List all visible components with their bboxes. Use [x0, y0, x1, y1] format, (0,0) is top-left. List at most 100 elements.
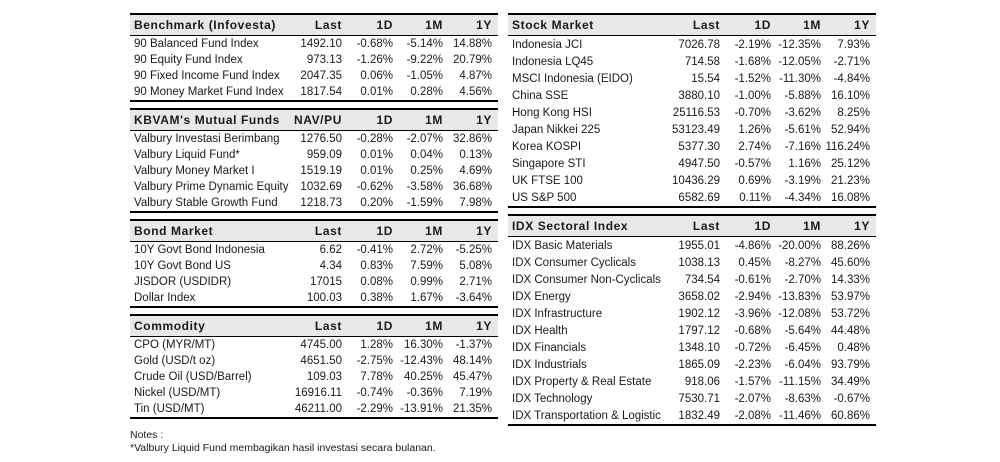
value-cell: 8.25% — [837, 106, 870, 119]
table-row: Valbury Stable Growth Fund 1218.73 0.20% -1… — [130, 195, 498, 212]
value-cell: 973.13 — [306, 54, 342, 66]
value-cell: 1348.10 — [678, 341, 720, 354]
value-cell: -0.68% — [734, 324, 771, 337]
value-cell: -2.08% — [734, 409, 771, 422]
value-cell: -1.05% — [406, 70, 443, 82]
value-cell: -12.35% — [778, 38, 821, 51]
value-cell: 17015 — [310, 276, 342, 288]
table-row: Hong Kong HSI 25116.53 -0.70% -3.62% 8.25% — [508, 104, 876, 121]
value-cell: 0.04% — [410, 149, 443, 161]
row-label: Valbury Money Market I — [134, 165, 255, 177]
row-label: Gold (USD/t oz) — [134, 355, 216, 367]
table-row: 10Y Govt Bond Indonesia 6.62 -0.41% 2.72% -5… — [130, 242, 498, 259]
value-cell: -7.16% — [784, 140, 821, 153]
value-cell: -4.84% — [833, 72, 870, 85]
row-label: Singapore STI — [512, 157, 586, 170]
value-cell: 3658.02 — [678, 290, 720, 303]
table-row: Valbury Investasi Berimbang 1276.50 -0.28%… — [130, 131, 498, 148]
table-row: CPO (MYR/MT) 4745.00 1.28% 16.30% -1.37% — [130, 337, 498, 354]
table-row: Dollar Index 100.03 0.38% 1.67% -3.64% — [130, 290, 498, 307]
column-header-1d: 1D — [342, 220, 393, 242]
value-cell: 15.54 — [691, 72, 720, 85]
value-cell: 116.24% — [825, 140, 870, 153]
value-cell: 1519.19 — [300, 165, 342, 177]
value-cell: 1902.12 — [678, 307, 720, 320]
value-cell: 40.25% — [403, 371, 443, 383]
value-cell: -3.19% — [784, 174, 821, 187]
value-cell: -0.74% — [356, 387, 393, 399]
value-cell: -2.70% — [784, 273, 821, 286]
value-cell: -2.71% — [833, 55, 870, 68]
value-cell: 0.99% — [410, 276, 443, 288]
value-cell: 25.12% — [830, 157, 870, 170]
table-header-row: KBVAM's Mutual Funds NAV/PU 1D 1M 1Y — [130, 109, 498, 131]
value-cell: 20.79% — [452, 54, 492, 66]
value-cell: 1.16% — [788, 157, 821, 170]
table-row: Crude Oil (USD/Barrel) 109.03 7.78% 40.25% 4… — [130, 369, 498, 385]
table-row: IDX Property & Real Estate 918.06 -1.57% -1… — [508, 373, 876, 390]
value-cell: -1.57% — [734, 375, 771, 388]
table-row: Singapore STI 4947.50 -0.57% 1.16% 25.12% — [508, 155, 876, 172]
table-row: Indonesia JCI 7026.78 -2.19% -12.35% 7.93% — [508, 36, 876, 54]
column-header-last: Last — [658, 215, 720, 237]
value-cell: 21.23% — [830, 174, 870, 187]
row-label: MSCI Indonesia (EIDO) — [512, 72, 633, 85]
value-cell: 4651.50 — [300, 355, 342, 367]
value-cell: -12.08% — [778, 307, 821, 320]
value-cell: 2.72% — [410, 244, 443, 256]
value-cell: 2047.35 — [300, 70, 342, 82]
value-cell: -5.88% — [784, 89, 821, 102]
table-header-row: IDX Sectoral Index Last 1D 1M 1Y — [508, 215, 876, 237]
table-row: 10Y Govt Bond US 4.34 0.83% 7.59% 5.08% — [130, 258, 498, 274]
value-cell: 14.33% — [830, 273, 870, 286]
column-header-last: Last — [658, 14, 720, 36]
value-cell: 48.14% — [452, 355, 492, 367]
row-label: Valbury Stable Growth Fund — [134, 197, 278, 209]
value-cell: 1817.54 — [300, 86, 342, 98]
value-cell: 1832.49 — [678, 409, 720, 422]
value-cell: 88.26% — [830, 239, 870, 252]
table-row: 90 Fixed Income Fund Index 2047.35 0.06% -1… — [130, 68, 498, 84]
table-row: IDX Transportation & Logistic 1832.49 -2.0… — [508, 407, 876, 425]
value-cell: 1.28% — [360, 339, 393, 351]
table-row: 90 Equity Fund Index 973.13 -1.26% -9.22% 20… — [130, 52, 498, 68]
row-label: 90 Money Market Fund Index — [134, 86, 284, 98]
table-row: Valbury Money Market I 1519.19 0.01% 0.25% 4… — [130, 163, 498, 179]
value-cell: 32.86% — [452, 133, 492, 145]
kbvam-mutual-funds-table: KBVAM's Mutual Funds NAV/PU 1D 1M 1Y Val… — [130, 108, 498, 213]
value-cell: 109.03 — [306, 371, 342, 383]
value-cell: 1492.10 — [300, 38, 342, 50]
value-cell: -0.68% — [356, 38, 393, 50]
column-header-1m: 1M — [393, 14, 443, 36]
row-label: Tin (USD/MT) — [134, 403, 205, 415]
value-cell: 3880.10 — [678, 89, 720, 102]
value-cell: 1276.50 — [300, 133, 342, 145]
right-column: Stock Market Last 1D 1M 1Y Indonesia JCI… — [508, 13, 876, 432]
value-cell: 7.59% — [410, 260, 443, 272]
column-header-1d: 1D — [342, 14, 393, 36]
value-cell: -6.04% — [784, 358, 821, 371]
value-cell: 918.06 — [684, 375, 720, 388]
table-row: Gold (USD/t oz) 4651.50 -2.75% -12.43% 48.14… — [130, 353, 498, 369]
value-cell: -5.64% — [784, 324, 821, 337]
stock-market-table: Stock Market Last 1D 1M 1Y Indonesia JCI… — [508, 13, 876, 208]
value-cell: 16916.11 — [294, 387, 342, 399]
value-cell: 4947.50 — [678, 157, 720, 170]
value-cell: -0.36% — [406, 387, 443, 399]
value-cell: 959.09 — [306, 149, 342, 161]
value-cell: -11.46% — [779, 409, 821, 422]
value-cell: -0.62% — [356, 181, 393, 193]
table-row: IDX Health 1797.12 -0.68% -5.64% 44.48% — [508, 322, 876, 339]
table-row: IDX Consumer Cyclicals 1038.13 0.45% -8.27%… — [508, 254, 876, 271]
value-cell: -8.63% — [784, 392, 821, 405]
value-cell: -9.22% — [406, 54, 443, 66]
value-cell: -11.15% — [779, 375, 821, 388]
value-cell: 0.13% — [459, 149, 492, 161]
value-cell: 1.26% — [738, 123, 771, 136]
table-row: JISDOR (USDIDR) 17015 0.08% 0.99% 2.71% — [130, 274, 498, 290]
value-cell: -2.07% — [734, 392, 771, 405]
value-cell: 2.71% — [459, 276, 492, 288]
table-title: Benchmark (Infovesta) — [130, 14, 280, 36]
table-row: IDX Financials 1348.10 -0.72% -6.45% 0.48% — [508, 339, 876, 356]
value-cell: 0.69% — [738, 174, 771, 187]
